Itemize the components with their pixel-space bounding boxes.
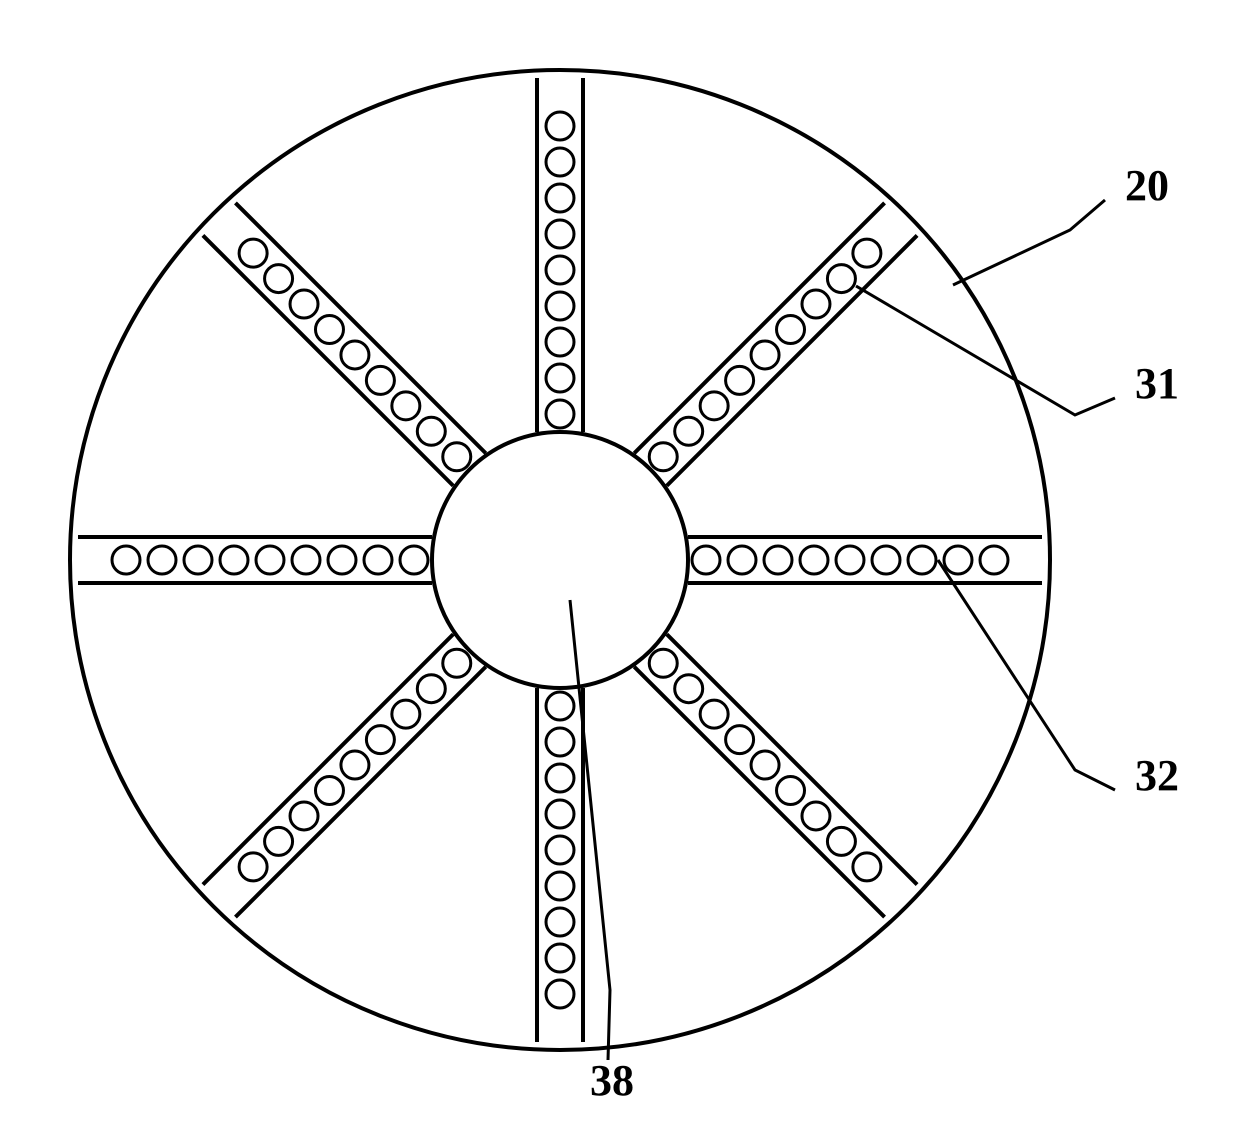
spoke-hole bbox=[366, 726, 394, 754]
callout-label: 20 bbox=[1125, 161, 1169, 210]
callout-leader bbox=[953, 200, 1105, 285]
spoke-hole bbox=[546, 872, 574, 900]
spoke-hole bbox=[265, 827, 293, 855]
hub-circle bbox=[432, 432, 688, 688]
spoke-hole bbox=[315, 777, 343, 805]
callout-label: 31 bbox=[1135, 359, 1179, 408]
spoke-hole bbox=[675, 417, 703, 445]
spoke-hole bbox=[220, 546, 248, 574]
spoke-hole bbox=[184, 546, 212, 574]
spoke-hole bbox=[546, 944, 574, 972]
callout-leader bbox=[856, 286, 1115, 415]
spoke-edge bbox=[667, 634, 917, 884]
spoke-hole bbox=[417, 417, 445, 445]
spoke-hole bbox=[112, 546, 140, 574]
spoke-hole bbox=[751, 341, 779, 369]
spoke-hole bbox=[392, 392, 420, 420]
spoke-hole bbox=[675, 675, 703, 703]
spoke-edge bbox=[203, 634, 453, 884]
spoke-hole bbox=[290, 290, 318, 318]
technical-diagram: 20 31 32 38 bbox=[0, 0, 1240, 1121]
spoke-hole bbox=[546, 184, 574, 212]
spoke-hole bbox=[853, 239, 881, 267]
spoke-hole bbox=[290, 802, 318, 830]
spoke-edge bbox=[667, 235, 917, 485]
spoke-hole bbox=[341, 751, 369, 779]
spoke-hole bbox=[256, 546, 284, 574]
spoke-hole bbox=[546, 292, 574, 320]
spoke-hole bbox=[546, 692, 574, 720]
spoke-hole bbox=[443, 649, 471, 677]
callout-31: 31 bbox=[856, 286, 1179, 415]
spoke-hole bbox=[239, 853, 267, 881]
spoke-hole bbox=[827, 265, 855, 293]
spoke-hole bbox=[764, 546, 792, 574]
spoke-edge bbox=[235, 667, 485, 917]
spoke-hole bbox=[148, 546, 176, 574]
spoke-hole bbox=[546, 800, 574, 828]
callout-label: 38 bbox=[590, 1056, 634, 1105]
spoke-hole bbox=[239, 239, 267, 267]
callout-32: 32 bbox=[938, 560, 1179, 800]
spoke-hole bbox=[800, 546, 828, 574]
spoke-hole bbox=[443, 443, 471, 471]
spoke-hole bbox=[546, 364, 574, 392]
spoke-hole bbox=[265, 265, 293, 293]
spoke-hole bbox=[872, 546, 900, 574]
spoke-hole bbox=[944, 546, 972, 574]
spoke-hole bbox=[392, 700, 420, 728]
spoke-hole bbox=[292, 546, 320, 574]
spoke-hole bbox=[546, 400, 574, 428]
spoke-hole bbox=[546, 328, 574, 356]
spoke-hole bbox=[546, 220, 574, 248]
spoke-hole bbox=[546, 980, 574, 1008]
spoke-hole bbox=[546, 728, 574, 756]
spoke-edge bbox=[634, 203, 884, 453]
spoke-hole bbox=[802, 290, 830, 318]
spoke-hole bbox=[649, 649, 677, 677]
spoke-hole bbox=[700, 392, 728, 420]
spoke-edge bbox=[203, 235, 453, 485]
spoke-edge bbox=[235, 203, 485, 453]
spoke-hole bbox=[777, 777, 805, 805]
spoke-hole bbox=[315, 315, 343, 343]
spoke-hole bbox=[827, 827, 855, 855]
spoke-hole bbox=[802, 802, 830, 830]
spoke-hole bbox=[546, 256, 574, 284]
spoke-hole bbox=[853, 853, 881, 881]
spoke-hole bbox=[328, 546, 356, 574]
callout-20: 20 bbox=[953, 161, 1169, 285]
spoke-hole bbox=[908, 546, 936, 574]
spoke-hole bbox=[836, 546, 864, 574]
spoke-hole bbox=[546, 836, 574, 864]
callout-leader bbox=[938, 560, 1115, 790]
callout-label: 32 bbox=[1135, 751, 1179, 800]
spoke-hole bbox=[726, 726, 754, 754]
spoke-hole bbox=[700, 700, 728, 728]
spoke-hole bbox=[400, 546, 428, 574]
spoke-edge bbox=[634, 667, 884, 917]
spoke-hole bbox=[777, 315, 805, 343]
spoke-hole bbox=[546, 148, 574, 176]
spoke-hole bbox=[546, 764, 574, 792]
spoke-hole bbox=[546, 112, 574, 140]
spoke-hole bbox=[546, 908, 574, 936]
spoke-hole bbox=[364, 546, 392, 574]
spoke-hole bbox=[649, 443, 677, 471]
spoke-hole bbox=[366, 366, 394, 394]
spoke-hole bbox=[417, 675, 445, 703]
spoke-hole bbox=[980, 546, 1008, 574]
spoke-hole bbox=[751, 751, 779, 779]
spoke-hole bbox=[726, 366, 754, 394]
spoke-hole bbox=[341, 341, 369, 369]
spoke-hole bbox=[728, 546, 756, 574]
spoke-hole bbox=[692, 546, 720, 574]
